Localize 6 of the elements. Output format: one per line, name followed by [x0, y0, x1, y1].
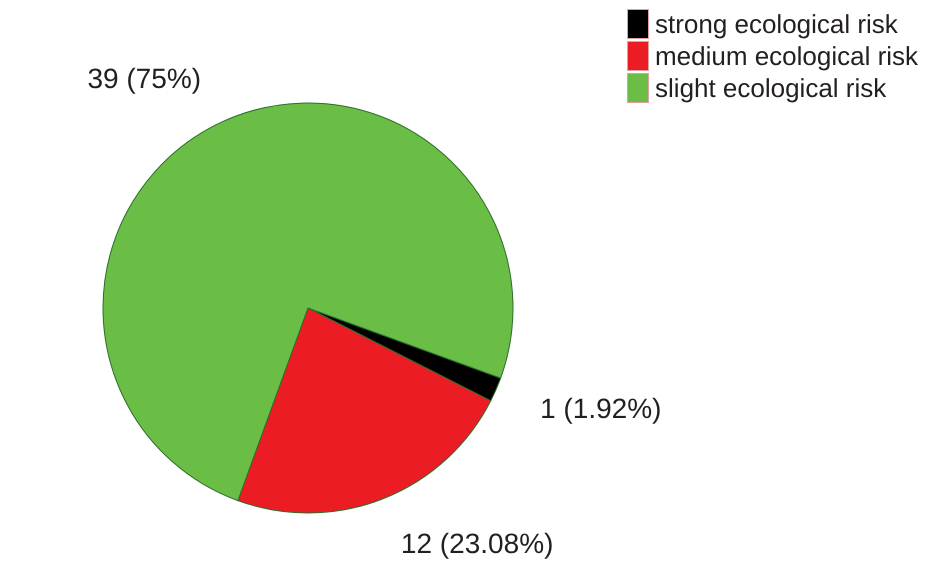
legend-label: strong ecological risk: [655, 8, 898, 40]
legend-label: slight ecological risk: [655, 72, 886, 104]
data-label: 1 (1.92%): [540, 393, 662, 424]
data-label: 12 (23.08%): [400, 528, 554, 559]
data-label: 39 (75%): [87, 63, 202, 94]
legend-label: medium ecological risk: [655, 40, 918, 72]
